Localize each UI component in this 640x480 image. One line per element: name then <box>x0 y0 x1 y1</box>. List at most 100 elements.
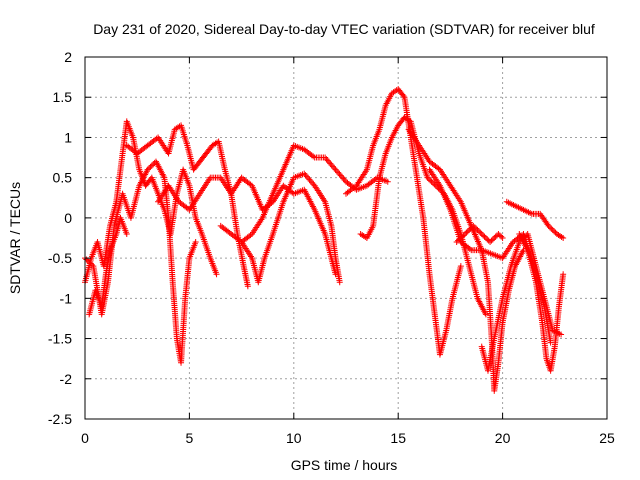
chart-title: Day 231 of 2020, Sidereal Day-to-day VTE… <box>93 21 595 37</box>
data-point-sat-n <box>467 225 474 232</box>
plot-frame <box>84 56 608 420</box>
data-point-sat-n <box>496 232 503 239</box>
data-point-sat-h <box>430 180 436 187</box>
data-point-sat-l <box>546 224 553 231</box>
data-point-sat-e <box>329 163 336 170</box>
data-point-sat-n <box>457 235 464 241</box>
data-point-sat-b <box>148 162 155 169</box>
data-point-sat-l <box>548 225 555 232</box>
x-tick-label: 15 <box>390 430 406 446</box>
data-point-sat-n <box>470 222 477 229</box>
data-point-sat-n <box>482 235 489 241</box>
data-point-sat-f <box>309 179 316 186</box>
data-point-sat-h <box>482 311 489 318</box>
data-point-sat-d <box>332 271 339 278</box>
data-point-sat-n <box>495 230 502 237</box>
data-point-sat-n <box>488 237 495 244</box>
data-point-sat-n <box>499 235 506 241</box>
data-point-sat-b <box>87 260 94 267</box>
data-point-sat-n <box>459 233 466 240</box>
data-point-sat-n <box>471 224 478 231</box>
data-point-sat-n <box>473 225 480 232</box>
data-point-sat-n <box>466 226 473 233</box>
data-point-sat-l <box>560 235 567 241</box>
data-point-sat-n <box>489 236 496 243</box>
data-point-sat-b <box>147 163 154 170</box>
data-point-sat-k <box>558 331 565 338</box>
data-point-sat-g <box>457 263 464 270</box>
data-point-sat-n <box>498 233 505 240</box>
points-layer <box>82 86 567 394</box>
data-point-sat-e <box>332 166 339 173</box>
data-point-sat-f <box>305 175 312 182</box>
x-axis-label: GPS time / hours <box>291 457 398 473</box>
data-point-sat-h <box>424 174 431 181</box>
data-point-sat-n <box>480 232 487 239</box>
data-point-sat-n <box>491 235 498 241</box>
data-point-sat-j <box>466 245 473 252</box>
data-point-sat-e <box>339 174 346 181</box>
data-point-sat-e <box>340 175 347 182</box>
x-tick-label: 5 <box>186 430 194 446</box>
y-tick-label: -2.5 <box>48 411 72 427</box>
data-point-sat-n <box>475 228 482 235</box>
data-point-sat-g <box>400 92 407 99</box>
x-tick-label: 20 <box>495 430 511 446</box>
data-point-sat-o <box>123 230 130 237</box>
data-point-sat-e <box>335 169 342 176</box>
data-point-sat-k <box>521 233 528 240</box>
data-point-sat-a <box>213 271 220 278</box>
data-point-sat-g <box>351 183 358 190</box>
data-point-sat-n <box>484 236 491 243</box>
y-tick-label: -1.5 <box>48 331 72 347</box>
y-tick-label: -2 <box>60 371 73 387</box>
data-point-sat-b <box>146 165 153 172</box>
data-point-sat-n <box>487 239 494 246</box>
data-point-sat-b <box>192 239 199 246</box>
data-point-sat-e <box>323 156 330 163</box>
data-point-sat-n <box>463 229 470 236</box>
data-point-sat-e <box>384 178 391 185</box>
data-point-sat-b <box>83 256 90 263</box>
data-point-sat-l <box>545 222 552 229</box>
x-tick-label: 25 <box>599 430 615 446</box>
data-point-sat-h <box>428 178 435 185</box>
y-tick-label: 1 <box>64 129 72 145</box>
data-point-sat-e <box>328 162 335 169</box>
data-point-sat-e <box>336 171 343 178</box>
y-tick-label: -0.5 <box>48 250 72 266</box>
data-point-sat-h <box>427 177 434 184</box>
data-point-sat-n <box>464 228 471 235</box>
data-point-sat-n <box>492 233 499 240</box>
data-point-sat-f <box>307 178 314 185</box>
data-point-sat-c <box>244 283 251 290</box>
y-axis-label: SDTVAR / TECUs <box>7 182 23 294</box>
data-point-sat-f <box>302 172 309 179</box>
data-point-sat-n <box>455 237 462 244</box>
data-point-sat-n <box>474 226 481 233</box>
data-point-sat-f <box>336 279 343 286</box>
y-tick-label: 0.5 <box>53 170 73 186</box>
data-point-sat-b <box>84 257 91 264</box>
data-point-sat-e <box>327 160 334 167</box>
y-tick-label: 2 <box>64 49 72 65</box>
data-point-sat-n <box>462 230 469 237</box>
data-point-sat-e <box>247 232 254 239</box>
ticks-layer: 0 5 10 15 20 25 -2.5 -2 -1.5 -1 -0.5 0 0.5 1 1.5 2 <box>48 49 615 446</box>
data-point-sat-b <box>150 161 157 168</box>
data-point-sat-n <box>456 236 463 243</box>
data-point-sat-n <box>478 230 485 237</box>
y-tick-label: 0 <box>64 210 72 226</box>
data-point-sat-n <box>453 239 460 246</box>
data-point-sat-b <box>144 166 151 173</box>
data-point-sat-e <box>326 159 333 166</box>
y-tick-label: -1 <box>60 290 73 306</box>
data-point-sat-l <box>549 226 556 233</box>
data-point-sat-e <box>337 172 344 179</box>
x-tick-label: 0 <box>81 430 89 446</box>
data-point-sat-e <box>333 168 340 175</box>
data-point-sat-i <box>435 165 442 172</box>
data-point-sat-l <box>551 228 558 235</box>
data-point-sat-n <box>477 229 484 236</box>
